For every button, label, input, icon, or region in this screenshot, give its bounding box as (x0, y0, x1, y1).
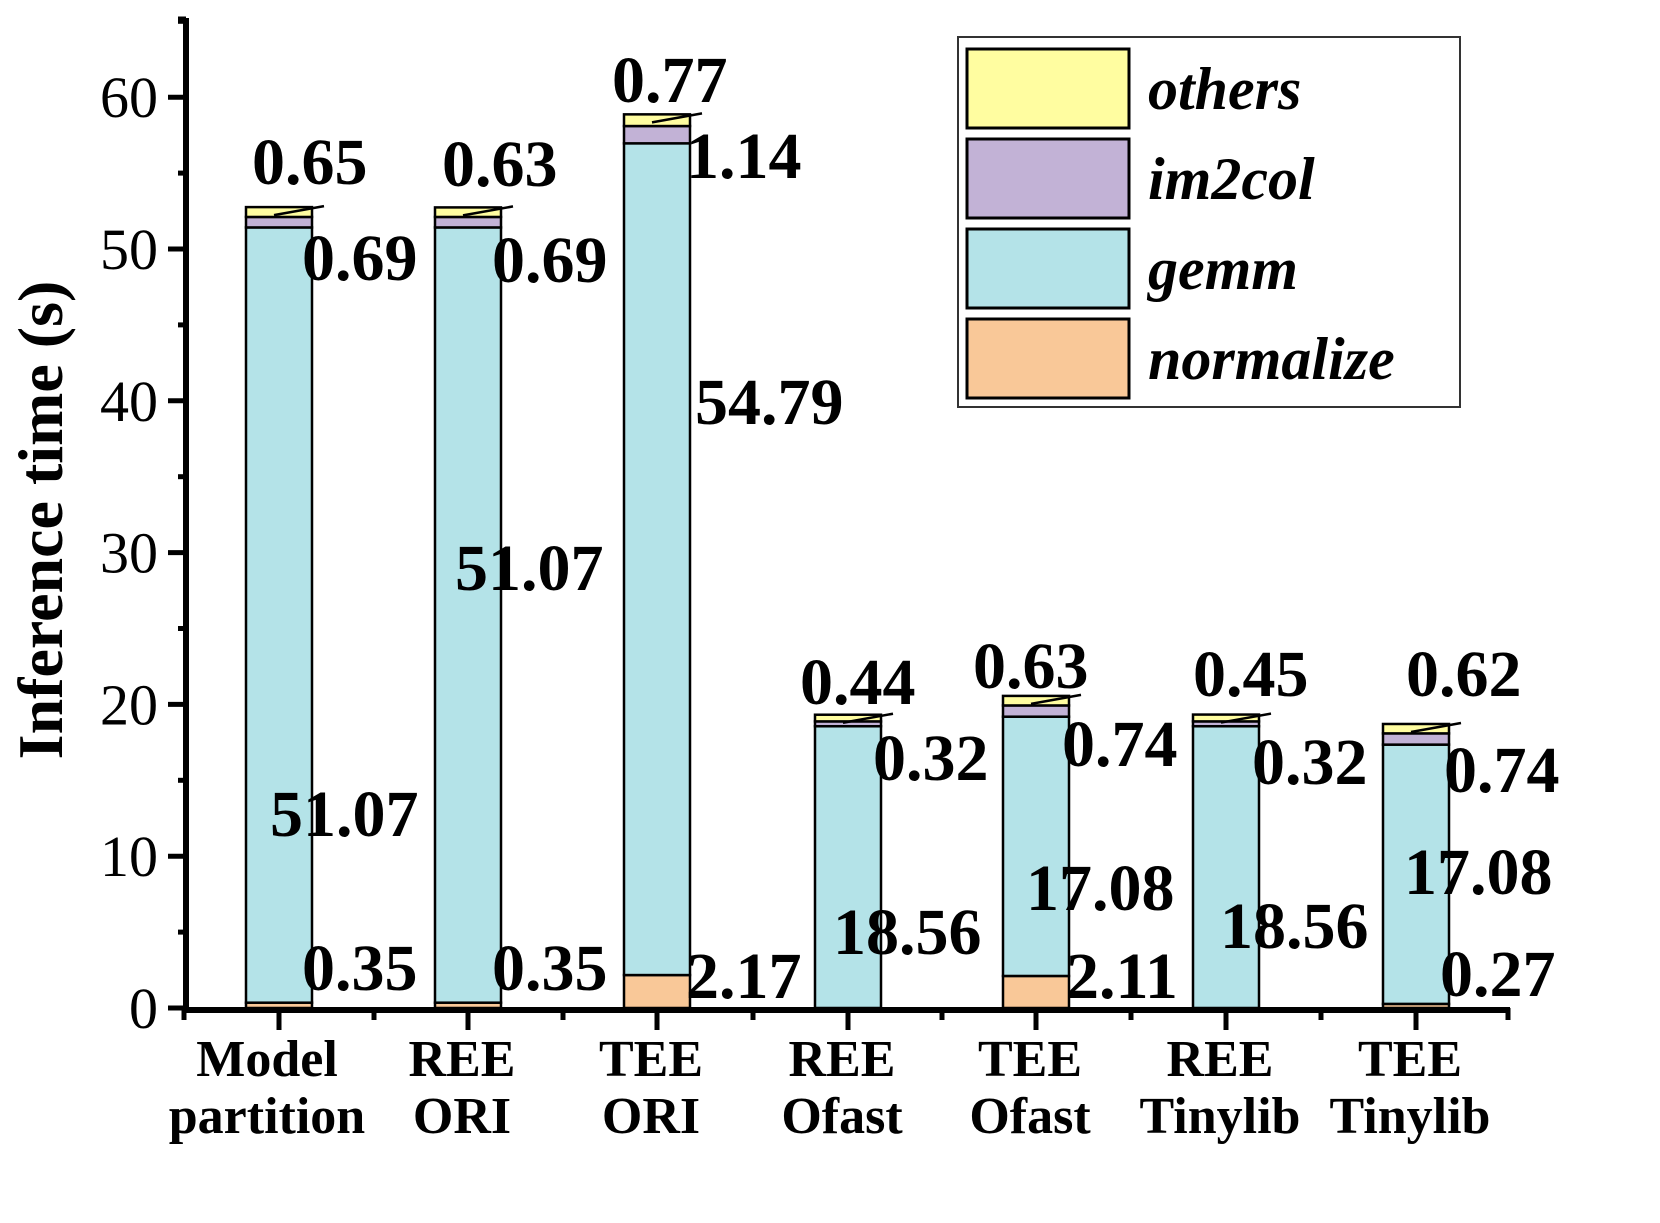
bar-stack (244, 205, 314, 1010)
bar-stack (622, 113, 692, 1010)
bar-segment-im2col (1001, 704, 1071, 718)
value-label-normalize: 0.27 (1440, 938, 1556, 1011)
x-category-label: TEE (978, 1031, 1082, 1088)
bar-segment-im2col (1381, 732, 1451, 746)
value-label-gemm: 18.56 (1220, 890, 1369, 963)
leader-line (1220, 712, 1272, 724)
value-label-im2col: 1.14 (686, 120, 802, 193)
leader-line (273, 204, 325, 217)
bar-stack (1191, 713, 1261, 1010)
value-label-others: 0.45 (1193, 638, 1309, 711)
leader-line (651, 112, 703, 124)
bar-segment-others (244, 205, 314, 219)
bar-stack (813, 713, 883, 1010)
bar-segment-gemm (1191, 725, 1261, 1010)
value-label-im2col: 0.69 (302, 222, 418, 295)
value-label-others: 0.63 (442, 128, 558, 201)
value-label-others: 0.44 (800, 646, 916, 719)
legend: others im2col gemm normalize (957, 36, 1461, 408)
x-category-label: TEE (599, 1031, 703, 1088)
leader-line (1030, 693, 1082, 706)
bar-segment-gemm (433, 226, 503, 1004)
value-label-others: 0.77 (612, 44, 728, 117)
x-category-label: partition (169, 1088, 366, 1145)
legend-swatch-gemm (965, 227, 1131, 310)
bar-stack (1001, 694, 1071, 1010)
bar-segment-gemm (1001, 715, 1071, 978)
value-label-gemm: 18.56 (833, 896, 982, 969)
bar-segment-others (433, 206, 503, 219)
y-axis: 0 10 20 30 40 50 60 (100, 16, 189, 1041)
bars-layer (244, 113, 1451, 1010)
value-label-gemm: 17.08 (1026, 852, 1175, 925)
y-axis-title: Inference time (s) (5, 281, 76, 760)
leader-line (1410, 721, 1462, 734)
x-category-label: REE (789, 1031, 896, 1088)
legend-swatch-im2col (965, 137, 1131, 220)
value-label-im2col: 0.69 (492, 224, 608, 297)
x-axis: ModelpartitionREEORITEEORIREEOfastTEEOfa… (169, 1007, 1511, 1145)
x-category-label: ORI (602, 1088, 700, 1145)
legend-swatch-others (965, 47, 1131, 130)
value-label-im2col: 0.32 (873, 722, 989, 795)
value-label-im2col: 0.74 (1062, 708, 1178, 781)
bar-segment-normalize (622, 973, 692, 1010)
bar-stack (1381, 722, 1451, 1010)
legend-label-normalize: normalize (1148, 326, 1395, 392)
value-label-gemm: 54.79 (695, 366, 844, 439)
value-label-im2col: 0.32 (1252, 726, 1368, 799)
bar-segment-gemm (813, 725, 883, 1010)
value-label-gemm: 17.08 (1404, 836, 1553, 909)
value-label-others: 0.63 (973, 630, 1089, 703)
legend-label-others: others (1148, 56, 1301, 122)
value-labels-layer: 0.35 0.35 2.17 2.11 0.27 51.07 51.07 54.79 18.56… (252, 44, 1560, 1013)
leader-line (842, 712, 894, 724)
bar-segment-others (1381, 722, 1451, 735)
value-label-im2col: 0.74 (1444, 734, 1560, 807)
leader-line (462, 205, 514, 217)
value-label-others: 0.65 (252, 126, 368, 199)
value-label-normalize: 0.35 (302, 932, 418, 1005)
y-tick-label: 20 (100, 672, 158, 737)
value-label-normalize: 2.11 (1066, 940, 1178, 1013)
x-category-label: Ofast (969, 1088, 1091, 1145)
legend-swatch-normalize (965, 317, 1131, 400)
x-category-label: Tinylib (1330, 1088, 1491, 1145)
value-label-others: 0.62 (1406, 638, 1522, 711)
value-label-gemm: 51.07 (270, 778, 419, 851)
bar-segment-normalize (1001, 974, 1071, 1010)
y-tick-label: 60 (100, 65, 158, 130)
x-category-label: REE (409, 1031, 516, 1088)
value-label-gemm: 51.07 (455, 532, 604, 605)
legend-label-im2col: im2col (1148, 146, 1315, 212)
value-label-normalize: 0.35 (492, 932, 608, 1005)
x-category-label: Ofast (781, 1088, 903, 1145)
legend-label-gemm: gemm (1146, 236, 1298, 302)
bar-segment-others (1001, 694, 1071, 707)
value-label-normalize: 2.17 (686, 940, 802, 1013)
x-category-label: TEE (1358, 1031, 1462, 1088)
bar-segment-im2col (622, 124, 692, 145)
x-category-label: REE (1167, 1031, 1274, 1088)
bar-segment-gemm (244, 226, 314, 1004)
x-category-label: ORI (413, 1088, 511, 1145)
y-tick-label: 0 (129, 976, 158, 1041)
bar-segment-gemm (622, 142, 692, 977)
bar-stack (433, 206, 503, 1010)
x-category-label: Tinylib (1140, 1088, 1301, 1145)
y-tick-label: 10 (100, 824, 158, 889)
y-tick-label: 40 (100, 369, 158, 434)
y-tick-label: 30 (100, 521, 158, 586)
y-tick-label: 50 (100, 217, 158, 282)
x-category-label: Model (196, 1031, 338, 1088)
